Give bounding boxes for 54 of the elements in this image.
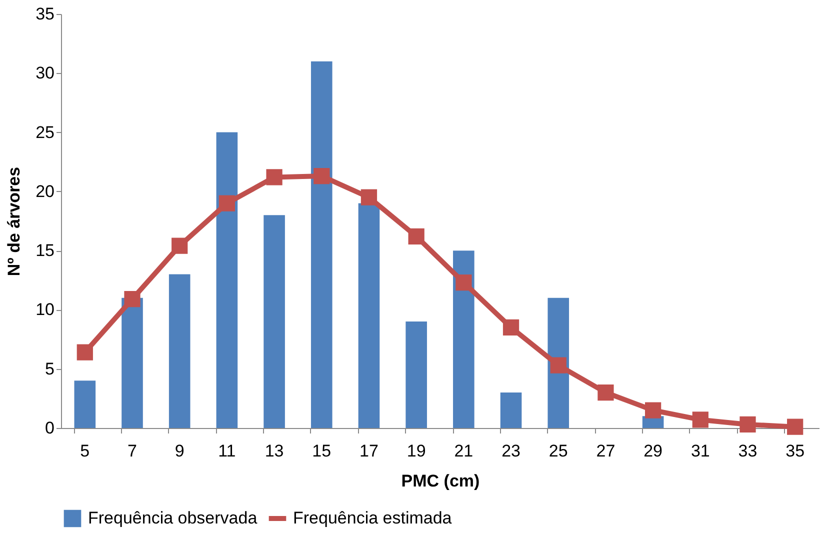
point [456, 274, 472, 291]
x-tick-label: 17 [360, 442, 378, 460]
x-tick-label: 29 [644, 442, 663, 460]
y-tick-label: 0 [45, 418, 54, 438]
y-tick-label: 15 [36, 241, 54, 260]
x-tick-label: 33 [738, 442, 758, 460]
x-tick-label: 35 [786, 442, 805, 460]
point [218, 195, 236, 212]
bar [74, 380, 96, 428]
point [124, 291, 140, 308]
bar [216, 132, 238, 428]
x-tick-label: 27 [596, 442, 616, 460]
y-axis-title: Nº de árvores [4, 166, 24, 276]
point [266, 169, 282, 186]
x-tick-label: 7 [128, 442, 137, 460]
x-tick-label: 23 [502, 442, 520, 460]
point [692, 412, 708, 428]
point [314, 168, 330, 184]
point [740, 416, 756, 433]
x-tick-label: 9 [174, 442, 184, 460]
bar [500, 392, 522, 428]
y-tick-label: 35 [36, 4, 54, 24]
bar [168, 274, 190, 428]
x-tick-label: 19 [406, 442, 426, 460]
y-tick-label: 10 [36, 300, 54, 320]
legend-label: Frequência observada [88, 508, 258, 528]
x-tick-label: 31 [690, 442, 710, 460]
x-tick-label: 5 [80, 442, 90, 460]
point [502, 319, 520, 336]
y-tick-label: 30 [36, 64, 54, 83]
bar [358, 203, 380, 428]
point [598, 384, 614, 401]
bar [122, 298, 143, 428]
bar [406, 322, 427, 428]
bar [264, 215, 285, 428]
x-tick-label: 15 [312, 442, 332, 460]
point [550, 357, 566, 374]
point [644, 402, 662, 418]
x-tick-label: 21 [454, 442, 474, 460]
legend-label: Frequência estimada [293, 508, 452, 528]
x-tick-label: 11 [218, 442, 236, 460]
x-tick-label: 13 [264, 442, 284, 460]
y-tick-label: 5 [45, 359, 54, 378]
bar [453, 250, 474, 428]
y-tick-label: 25 [36, 122, 54, 142]
x-axis-title: PMC (cm) [401, 472, 480, 490]
bar [310, 61, 332, 428]
point [408, 228, 424, 244]
point [787, 418, 804, 435]
y-tick-label: 20 [36, 182, 54, 201]
point [172, 238, 188, 254]
x-tick-label: 25 [548, 442, 568, 460]
point [360, 189, 378, 206]
point [76, 344, 93, 360]
